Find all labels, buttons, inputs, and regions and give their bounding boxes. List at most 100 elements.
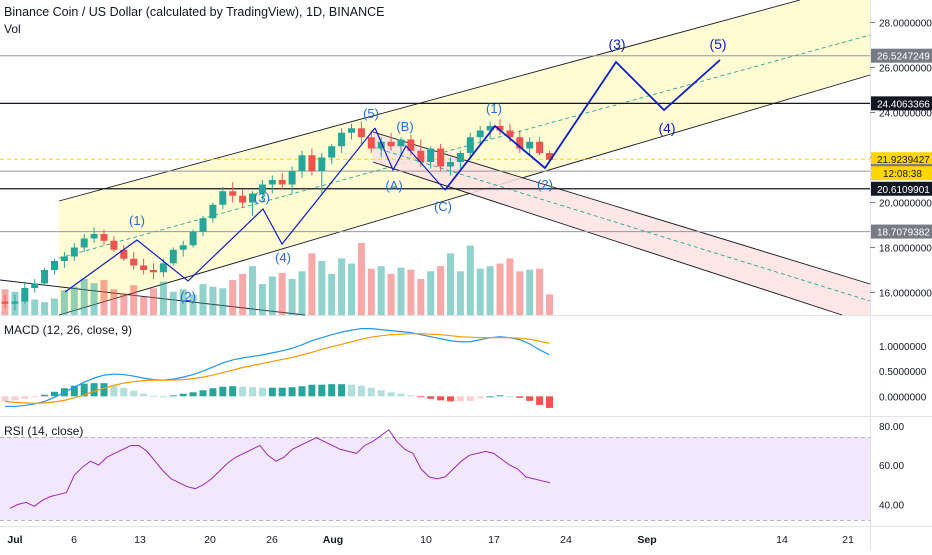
candle[interactable] bbox=[526, 141, 534, 149]
macd-histogram-bar bbox=[308, 384, 316, 397]
time-axis[interactable]: Jul 6 13 20 26 Aug 10 17 24 Sep 14 21 bbox=[7, 534, 854, 546]
candle[interactable] bbox=[407, 139, 415, 151]
candle[interactable] bbox=[357, 128, 365, 138]
candle[interactable] bbox=[140, 265, 148, 271]
macd-histogram-bar bbox=[239, 386, 247, 397]
candle[interactable] bbox=[456, 153, 464, 162]
candle[interactable] bbox=[447, 162, 454, 167]
candle[interactable] bbox=[150, 270, 157, 273]
candle[interactable] bbox=[397, 139, 405, 147]
candle[interactable] bbox=[338, 132, 346, 147]
candle[interactable] bbox=[506, 130, 514, 138]
candle[interactable] bbox=[546, 153, 553, 160]
candle[interactable] bbox=[486, 126, 494, 131]
candle[interactable] bbox=[229, 191, 237, 196]
candle[interactable] bbox=[179, 245, 187, 250]
candle[interactable] bbox=[536, 141, 544, 153]
candle[interactable] bbox=[476, 130, 484, 138]
falling-channel-top[interactable] bbox=[372, 131, 871, 285]
macd-histogram-bar bbox=[249, 387, 256, 397]
volume-bar bbox=[466, 245, 474, 315]
candle[interactable] bbox=[417, 150, 425, 162]
candles bbox=[1, 119, 553, 311]
wave-label: (B) bbox=[396, 119, 413, 134]
candle[interactable] bbox=[41, 270, 49, 284]
candle[interactable] bbox=[51, 261, 58, 270]
candle[interactable] bbox=[387, 141, 395, 147]
candle[interactable] bbox=[258, 184, 266, 194]
volume-bar bbox=[506, 258, 514, 315]
macd-histogram-bar bbox=[179, 393, 187, 397]
rising-channel-top[interactable] bbox=[58, 0, 801, 202]
candle[interactable] bbox=[348, 128, 355, 133]
rsi-line[interactable] bbox=[9, 429, 551, 509]
candle[interactable] bbox=[367, 137, 375, 149]
wave-path-impulse[interactable] bbox=[64, 127, 376, 293]
candle[interactable] bbox=[466, 137, 474, 153]
candle[interactable] bbox=[437, 148, 445, 167]
candle[interactable] bbox=[298, 155, 306, 171]
macd-y-tick-label: 0.0000000 bbox=[879, 392, 927, 403]
wave-path-projection[interactable] bbox=[444, 59, 721, 191]
candle[interactable] bbox=[239, 195, 247, 203]
candle[interactable] bbox=[31, 283, 39, 289]
x-tick-label: 14 bbox=[776, 534, 788, 546]
wave-path-correction[interactable] bbox=[374, 127, 446, 191]
candle[interactable] bbox=[516, 137, 524, 149]
macd-histogram-bar bbox=[486, 396, 494, 398]
candle[interactable] bbox=[80, 238, 88, 248]
x-tick-label: 17 bbox=[488, 534, 500, 546]
candle[interactable] bbox=[60, 256, 68, 262]
candle[interactable] bbox=[318, 157, 326, 172]
macd-histogram-bar bbox=[526, 396, 534, 401]
macd-histogram-bar bbox=[427, 396, 435, 399]
candle[interactable] bbox=[219, 191, 227, 205]
volume-bar bbox=[90, 283, 98, 315]
candle[interactable] bbox=[100, 234, 108, 241]
candle[interactable] bbox=[1, 301, 9, 304]
candle[interactable] bbox=[11, 301, 19, 304]
candle[interactable] bbox=[268, 180, 276, 185]
candle[interactable] bbox=[249, 193, 256, 203]
candle[interactable] bbox=[199, 218, 207, 232]
falling-channel[interactable] bbox=[373, 132, 870, 315]
macd-histogram-bar bbox=[90, 383, 98, 397]
rising-channel-median bbox=[58, 34, 871, 259]
candle[interactable] bbox=[328, 146, 336, 158]
candle[interactable] bbox=[427, 148, 435, 163]
candle[interactable] bbox=[288, 171, 296, 185]
volume-bar bbox=[417, 279, 425, 315]
rising-channel[interactable] bbox=[59, 0, 870, 315]
macd-histogram-bar bbox=[209, 388, 217, 397]
macd-y-tick-label: 0.5000000 bbox=[879, 367, 927, 378]
candle[interactable] bbox=[120, 249, 128, 259]
candle[interactable] bbox=[130, 258, 138, 266]
x-tick-label: 6 bbox=[71, 534, 77, 546]
candle[interactable] bbox=[110, 240, 118, 250]
candle[interactable] bbox=[496, 126, 504, 131]
macd-line[interactable] bbox=[5, 328, 550, 408]
signal-line[interactable] bbox=[4, 333, 550, 404]
price-axis[interactable]: 16.000000018.000000020.000000022.0000000… bbox=[870, 19, 932, 300]
candle[interactable] bbox=[169, 249, 177, 264]
candle[interactable] bbox=[90, 234, 98, 239]
macd-histogram-bar bbox=[417, 396, 425, 398]
candle[interactable] bbox=[278, 180, 286, 185]
volume-bar bbox=[536, 268, 544, 315]
candle[interactable] bbox=[209, 204, 217, 219]
volume-bar bbox=[51, 298, 58, 315]
volume-bar bbox=[169, 291, 177, 315]
volume-bar bbox=[338, 258, 346, 315]
candle[interactable] bbox=[189, 231, 197, 246]
falling-channel-bottom[interactable] bbox=[372, 161, 843, 316]
candle[interactable] bbox=[70, 247, 78, 257]
volume-bar bbox=[367, 268, 375, 315]
macd-histogram-bar bbox=[11, 396, 19, 401]
candle[interactable] bbox=[21, 288, 29, 302]
volume-bar bbox=[357, 243, 365, 315]
candle[interactable] bbox=[377, 141, 385, 149]
x-tick-label: 10 bbox=[420, 534, 432, 546]
candle[interactable] bbox=[159, 263, 167, 273]
candle[interactable] bbox=[308, 155, 316, 171]
